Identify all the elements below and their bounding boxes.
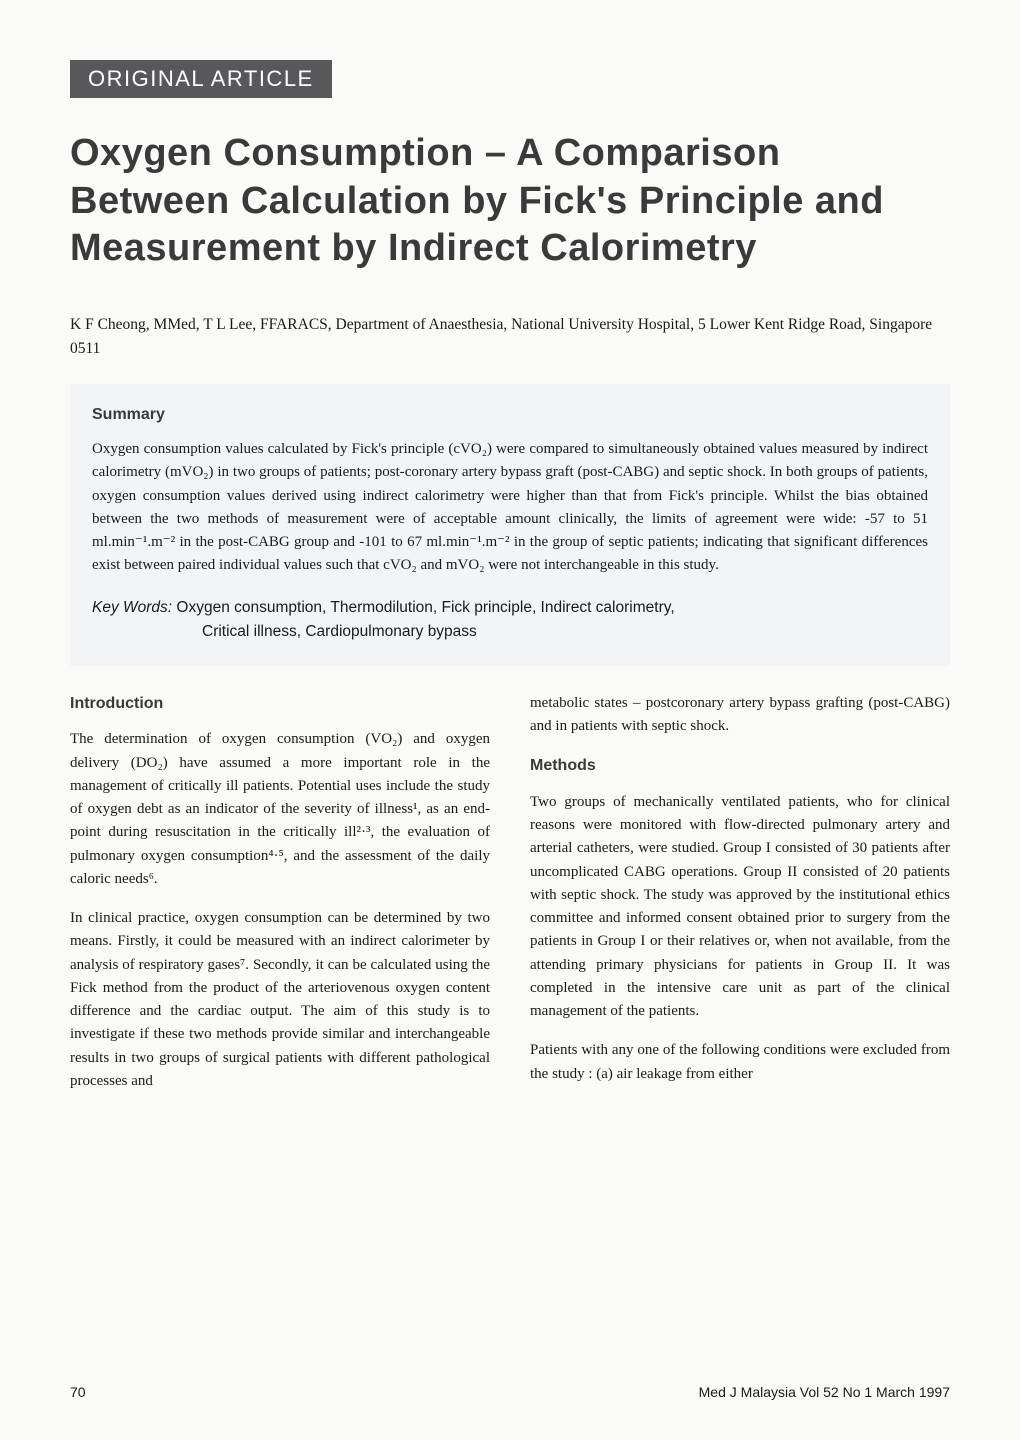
keywords-label: Key Words: — [92, 599, 172, 616]
keywords-line1: Oxygen consumption, Thermodilution, Fick… — [176, 599, 674, 616]
intro-paragraph-2: In clinical practice, oxygen consumption… — [70, 907, 490, 1093]
left-column: Introduction The determination of oxygen… — [70, 692, 490, 1110]
methods-paragraph-1: Two groups of mechanically ventilated pa… — [530, 791, 950, 1024]
page-footer: 70 Med J Malaysia Vol 52 No 1 March 1997 — [70, 1384, 950, 1400]
keywords: Key Words: Oxygen consumption, Thermodil… — [92, 596, 928, 644]
methods-paragraph-2: Patients with any one of the following c… — [530, 1039, 950, 1086]
page-number: 70 — [70, 1384, 86, 1400]
journal-citation: Med J Malaysia Vol 52 No 1 March 1997 — [699, 1384, 950, 1400]
introduction-heading: Introduction — [70, 692, 490, 717]
article-title: Oxygen Consumption – A Comparison Betwee… — [70, 130, 950, 273]
summary-box: Summary Oxygen consumption values calcul… — [70, 384, 950, 666]
summary-text: Oxygen consumption values calculated by … — [92, 438, 928, 578]
body-columns: Introduction The determination of oxygen… — [70, 692, 950, 1110]
author-affiliation: K F Cheong, MMed, T L Lee, FFARACS, Depa… — [70, 313, 950, 363]
summary-heading: Summary — [92, 406, 928, 424]
methods-heading: Methods — [530, 754, 950, 779]
article-type-badge: ORIGINAL ARTICLE — [70, 60, 332, 98]
continuation-paragraph: metabolic states – postcoronary artery b… — [530, 692, 950, 739]
right-column: metabolic states – postcoronary artery b… — [530, 692, 950, 1110]
intro-paragraph-1: The determination of oxygen consumption … — [70, 728, 490, 891]
keywords-line2: Critical illness, Cardiopulmonary bypass — [92, 623, 477, 640]
